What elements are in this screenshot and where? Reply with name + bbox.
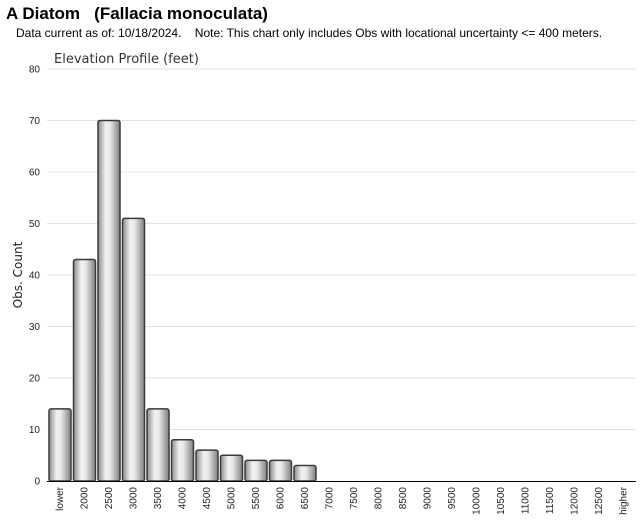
x-tick-label: 3500 bbox=[153, 487, 164, 510]
y-tick-label: 80 bbox=[29, 65, 41, 76]
x-tick-label: 2000 bbox=[80, 487, 91, 510]
bar bbox=[244, 459, 268, 482]
y-tick-label: 20 bbox=[29, 374, 41, 385]
chart-main-title: A Diatom (Fallacia monoculata) bbox=[6, 4, 268, 23]
y-axis-label: Obs. Count bbox=[11, 241, 25, 308]
x-tick-label: 9000 bbox=[423, 487, 434, 510]
x-tick-label: 5000 bbox=[227, 487, 238, 510]
x-tick-label: 3000 bbox=[129, 487, 140, 510]
y-tick-label: 50 bbox=[29, 219, 41, 230]
x-tick-label: 10000 bbox=[472, 487, 483, 515]
x-axis-ticks: lower 2000 2500 3000 3500 4000 4500 5000 5500 600… bbox=[55, 486, 630, 514]
x-tick-label: 2500 bbox=[104, 487, 115, 510]
y-tick-label: 60 bbox=[29, 168, 41, 179]
x-tick-label: 7500 bbox=[349, 487, 360, 510]
y-tick-label: 0 bbox=[34, 477, 40, 488]
y-axis-ticks: 0 10 20 30 40 50 60 70 80 bbox=[29, 65, 41, 488]
y-tick-label: 40 bbox=[29, 271, 41, 282]
x-tick-label: 8500 bbox=[398, 487, 409, 510]
x-tick-label: 12500 bbox=[594, 487, 605, 515]
x-tick-label: 10500 bbox=[496, 487, 507, 515]
plot-title: Elevation Profile (feet) bbox=[54, 52, 199, 67]
y-tick-label: 70 bbox=[29, 116, 41, 127]
x-tick-label: 4000 bbox=[178, 487, 189, 510]
x-tick-label: 8000 bbox=[374, 487, 385, 510]
bar bbox=[195, 449, 219, 482]
x-tick-label: 11000 bbox=[521, 487, 532, 515]
bar bbox=[121, 217, 146, 482]
x-tick-label: 7000 bbox=[325, 487, 336, 510]
x-tick-label: 12000 bbox=[570, 487, 581, 515]
x-tick-label: 4500 bbox=[202, 487, 213, 510]
bar bbox=[170, 439, 195, 482]
x-tick-label: higher bbox=[619, 486, 630, 514]
x-tick-label: 11500 bbox=[545, 487, 556, 515]
bar bbox=[72, 258, 97, 482]
bar bbox=[293, 464, 317, 482]
bar bbox=[268, 459, 293, 482]
x-tick-label: 6500 bbox=[300, 487, 311, 510]
bar bbox=[48, 408, 72, 482]
bars bbox=[48, 119, 317, 482]
bar bbox=[219, 454, 244, 482]
x-tick-label: 9500 bbox=[447, 487, 458, 510]
y-tick-label: 30 bbox=[29, 322, 41, 333]
x-tick-label: 5500 bbox=[251, 487, 262, 510]
bar bbox=[146, 408, 170, 482]
y-tick-label: 10 bbox=[29, 425, 41, 436]
x-tick-label: lower bbox=[55, 486, 66, 511]
data-note: Data current as of: 10/18/2024. Note: Th… bbox=[16, 26, 603, 40]
x-tick-label: 6000 bbox=[276, 487, 287, 510]
bar bbox=[97, 119, 121, 482]
